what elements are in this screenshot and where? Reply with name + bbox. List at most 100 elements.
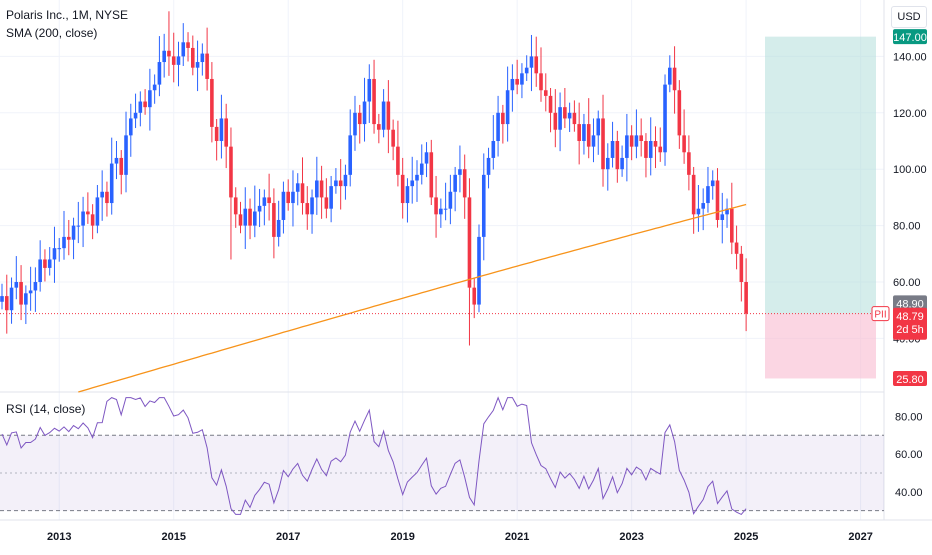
candle-body[interactable] (672, 67, 677, 91)
candle-body[interactable] (62, 236, 66, 249)
candle-body[interactable] (4, 296, 9, 311)
candle-body[interactable] (47, 259, 52, 268)
candle-body[interactable] (57, 248, 62, 250)
candle-body[interactable] (124, 135, 128, 175)
candle-body[interactable] (458, 169, 462, 175)
candle-body[interactable] (539, 73, 543, 91)
currency-button[interactable]: USD (891, 6, 927, 28)
candle-body[interactable] (9, 287, 14, 311)
legend-sma[interactable]: SMA (200, close) (6, 26, 98, 40)
candle-body[interactable] (644, 141, 648, 158)
candle-body[interactable] (453, 174, 457, 192)
candle-body[interactable] (625, 135, 629, 158)
candle-body[interactable] (472, 287, 477, 305)
candle-body[interactable] (105, 191, 109, 204)
candle-body[interactable] (186, 42, 190, 48)
candle-body[interactable] (90, 214, 95, 226)
legend-title[interactable]: Polaris Inc., 1M, NYSE (6, 8, 129, 22)
candle-body[interactable] (586, 124, 591, 147)
candle-body[interactable] (572, 112, 577, 125)
sma-line[interactable] (78, 203, 747, 393)
candle-body[interactable] (253, 211, 257, 226)
candle-body[interactable] (744, 282, 748, 314)
candle-body[interactable] (739, 253, 744, 283)
candle-body[interactable] (405, 186, 410, 204)
candle-body[interactable] (362, 101, 367, 125)
candle-body[interactable] (157, 62, 162, 85)
candle-body[interactable] (462, 169, 467, 198)
candle-body[interactable] (567, 112, 572, 119)
candle-body[interactable] (138, 101, 143, 113)
candle-body[interactable] (0, 296, 4, 302)
candle-body[interactable] (334, 180, 338, 187)
candle-body[interactable] (262, 197, 267, 206)
candle-body[interactable] (66, 236, 71, 240)
candle-body[interactable] (210, 78, 214, 127)
candle-body[interactable] (377, 124, 381, 130)
candle-body[interactable] (171, 56, 176, 65)
candle-body[interactable] (243, 208, 248, 226)
candle-body[interactable] (658, 146, 663, 153)
candle-body[interactable] (668, 67, 672, 85)
candle-body[interactable] (52, 248, 57, 260)
candle-body[interactable] (481, 174, 486, 237)
candle-body[interactable] (734, 242, 739, 254)
candle-body[interactable] (677, 90, 682, 136)
candle-body[interactable] (558, 107, 562, 130)
candle-body[interactable] (548, 95, 553, 113)
candle-body[interactable] (224, 118, 228, 147)
candle-body[interactable] (267, 197, 271, 204)
candle-body[interactable] (429, 152, 434, 198)
candle-body[interactable] (14, 282, 19, 288)
candle-body[interactable] (653, 141, 658, 147)
candle-body[interactable] (128, 118, 133, 136)
candle-body[interactable] (610, 141, 615, 158)
candle-body[interactable] (706, 186, 710, 204)
candle-body[interactable] (286, 191, 290, 204)
candle-body[interactable] (33, 282, 38, 291)
candle-body[interactable] (629, 135, 634, 147)
candle-body[interactable] (19, 282, 23, 305)
candle-body[interactable] (353, 112, 357, 136)
candle-body[interactable] (348, 135, 353, 175)
candle-body[interactable] (200, 53, 205, 63)
rsi-line[interactable] (1, 396, 747, 516)
candle-body[interactable] (319, 180, 324, 198)
candle-body[interactable] (639, 135, 643, 142)
candle-body[interactable] (419, 163, 424, 175)
candle-body[interactable] (400, 174, 405, 204)
candle-body[interactable] (396, 146, 400, 175)
candle-body[interactable] (114, 157, 119, 164)
candle-body[interactable] (81, 211, 85, 226)
candle-body[interactable] (162, 50, 166, 63)
candle-body[interactable] (248, 208, 252, 226)
candle-body[interactable] (257, 205, 262, 212)
candle-body[interactable] (424, 152, 429, 164)
candle-body[interactable] (357, 112, 362, 125)
candle-body[interactable] (86, 211, 90, 215)
candle-body[interactable] (181, 42, 186, 57)
candle-body[interactable] (229, 146, 233, 198)
candle-body[interactable] (620, 157, 624, 170)
candle-body[interactable] (596, 118, 601, 136)
candle-body[interactable] (725, 208, 729, 215)
candle-body[interactable] (691, 174, 696, 215)
candle-body[interactable] (95, 197, 100, 226)
position-loss-zone[interactable] (765, 313, 876, 379)
candle-body[interactable] (133, 112, 138, 119)
candle-body[interactable] (710, 180, 715, 187)
candle-body[interactable] (276, 219, 281, 237)
candle-body[interactable] (582, 124, 586, 142)
candle-body[interactable] (577, 124, 581, 142)
candle-body[interactable] (291, 191, 295, 204)
candle-body[interactable] (534, 56, 539, 74)
candle-body[interactable] (467, 197, 472, 288)
candle-body[interactable] (410, 180, 415, 187)
candle-body[interactable] (281, 191, 286, 220)
candle-body[interactable] (295, 183, 300, 192)
candle-body[interactable] (477, 236, 481, 305)
candle-body[interactable] (305, 203, 310, 215)
candle-body[interactable] (491, 141, 496, 158)
candle-body[interactable] (76, 225, 81, 227)
